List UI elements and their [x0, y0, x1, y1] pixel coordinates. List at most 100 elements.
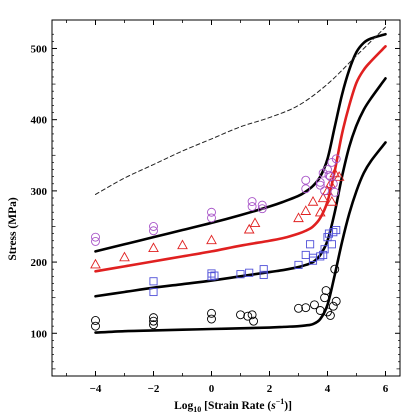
x-axis-label-exp: −1 [276, 397, 285, 406]
data-point-square [301, 250, 310, 260]
data-point-square [245, 268, 254, 277]
data-point-triangle [90, 258, 101, 269]
data-point-circle [207, 314, 216, 324]
data-point-circle [324, 170, 334, 180]
x-axis-label: Log10 [Strain Rate (s−1)] [174, 397, 292, 413]
data-point-square [149, 277, 158, 286]
data-point-circle [149, 313, 158, 323]
y-tick-label: 200 [31, 257, 48, 269]
data-point-circle [301, 303, 311, 313]
data-point-triangle [243, 223, 255, 234]
data-point-square [319, 250, 328, 260]
data-point-triangle [293, 212, 304, 223]
y-tick-label: 300 [31, 186, 48, 198]
data-point-circle [257, 200, 267, 210]
model-curve-0 [94, 141, 387, 334]
data-point-circle [315, 180, 325, 190]
x-axis-label-unit: s [270, 400, 276, 412]
y-tick-label: 100 [31, 328, 48, 340]
data-point-circle [247, 202, 257, 211]
data-point-circle [315, 177, 325, 187]
data-point-square [306, 240, 315, 249]
data-point-circle [207, 213, 216, 223]
data-point-square [207, 269, 216, 278]
model-curve-2 [94, 45, 387, 273]
data-point-square [236, 270, 245, 279]
x-axis-label-log: Log [174, 400, 193, 412]
y-tick-label: 400 [31, 115, 48, 127]
data-point-circle [247, 310, 257, 320]
data-point-square [320, 245, 329, 254]
data-point-triangle [177, 239, 188, 250]
dashed-upper-curve [95, 26, 386, 195]
x-tick-label: 2 [267, 383, 273, 395]
data-point-circle [91, 236, 100, 246]
data-point-circle [243, 311, 253, 321]
data-point-circle [149, 226, 158, 236]
data-point-circle [301, 175, 311, 185]
data-point-circle [330, 187, 340, 197]
data-point-circle [149, 320, 158, 330]
data-point-circle [91, 316, 100, 325]
x-tick-label: −2 [148, 383, 160, 395]
model-curves [94, 26, 387, 334]
data-point-circle [315, 306, 325, 315]
y-axis-label: Stress (MPa) [7, 197, 19, 261]
data-point-circle [294, 303, 303, 313]
data-point-triangle [249, 217, 261, 228]
x-tick-label: −4 [90, 383, 102, 395]
y-tick-label: 500 [31, 43, 48, 55]
data-point-circle [236, 310, 245, 320]
data-point-triangle [206, 234, 217, 245]
data-point-circle [149, 222, 158, 231]
data-point-square [332, 225, 341, 235]
data-point-circle [331, 296, 341, 306]
x-tick-label: 0 [209, 383, 215, 395]
data-point-circle [331, 154, 341, 164]
data-point-square [294, 260, 303, 269]
x-tick-label: 4 [325, 383, 331, 395]
x-axis-label-sub: 10 [193, 405, 201, 413]
data-point-square [316, 252, 325, 261]
x-axis-label-main: [Strain Rate ( [201, 400, 271, 412]
data-point-circle [325, 311, 335, 320]
axis-ticks: −4 −2 0 2 4 6 100 200 300 400 500 [31, 20, 400, 395]
data-point-circle [207, 207, 216, 217]
data-point-circle [249, 316, 259, 326]
data-point-square [207, 272, 216, 281]
data-point-circle [310, 300, 319, 310]
data-point-square [327, 240, 336, 249]
data-point-circle [320, 293, 330, 303]
data-point-circle [257, 204, 267, 214]
data-points [90, 154, 345, 331]
data-point-circle [149, 316, 158, 326]
data-point-triangle [300, 205, 312, 215]
data-point-square [149, 287, 158, 297]
data-point-square [259, 265, 268, 274]
data-point-triangle [148, 242, 159, 252]
data-point-triangle [322, 185, 333, 196]
data-point-circle [330, 264, 340, 274]
data-point-circle [328, 301, 338, 311]
data-point-circle [328, 179, 338, 189]
data-point-circle [321, 286, 331, 296]
x-axis-label-end: )] [284, 400, 292, 412]
data-point-circle [207, 308, 216, 318]
data-point-triangle [317, 192, 329, 203]
data-point-square [329, 228, 338, 237]
data-point-circle [91, 232, 100, 242]
data-point-square [210, 271, 219, 280]
data-point-triangle [325, 178, 336, 188]
data-point-circle [247, 197, 257, 207]
model-curve-3 [94, 32, 387, 253]
data-point-triangle [314, 206, 326, 217]
data-point-triangle [307, 196, 319, 206]
x-tick-label: 6 [383, 383, 389, 395]
data-point-triangle [333, 171, 345, 181]
data-point-triangle [326, 196, 338, 206]
data-point-square [259, 270, 268, 279]
axis-labels: Stress (MPa) Log10 [Strain Rate (s−1)] [7, 197, 292, 413]
data-point-circle [91, 321, 100, 331]
data-point-triangle [119, 251, 130, 262]
